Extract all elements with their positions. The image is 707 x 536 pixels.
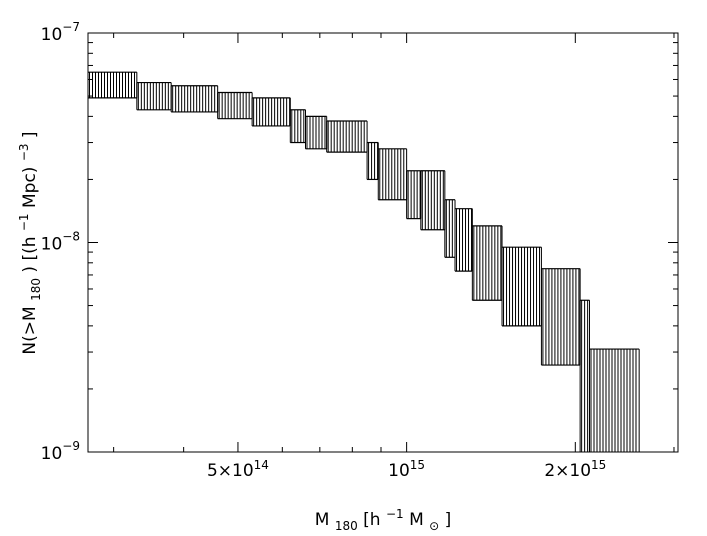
x-axis-label-rest2: M [409,510,424,530]
step-11 [420,170,446,231]
y-tick-label: 10−8 [41,230,80,255]
y-axis-label-a: N(>M [20,306,40,354]
x-axis-label-main: M [315,510,330,530]
y-tick-label-exp: −9 [62,439,80,453]
step-8 [366,141,379,181]
y-axis-label-d: ] [20,131,40,138]
step-5 [289,109,307,144]
y-tick-label-base: 10 [41,235,63,255]
step-2 [170,85,219,113]
step-3 [217,91,253,120]
y-axis-label-b-sup: −1 [17,213,31,231]
y-tick-label: 10−7 [41,20,80,45]
step-17 [579,299,590,452]
step-4 [251,97,291,127]
step-1 [136,81,172,111]
x-tick-label-base: 10 [388,461,410,481]
step-7 [326,120,368,153]
y-axis-label: N(>M 180 ) [(h −1 Mpc) −3 ] [13,131,45,354]
y-tick-label-exp: −7 [62,20,80,34]
y-tick-label-base: 10 [41,444,63,464]
x-tick-label: 2×1015 [544,458,606,481]
x-axis-label: M 180 [h −1 M ⊙ ] [315,503,452,535]
x-axis-label-sup: −1 [386,507,404,521]
x-tick-label-exp: 15 [591,458,606,472]
y-tick-label-exp: −8 [62,230,80,244]
y-tick-label-base: 10 [41,25,63,45]
step-18 [588,348,640,452]
step-13 [454,208,473,272]
step-15 [501,246,542,327]
x-tick-label-exp: 14 [254,458,269,472]
y-tick-label: 10−9 [41,439,80,464]
step-0 [87,71,138,99]
step-9 [377,148,408,201]
x-axis-label-rest1: [h [363,510,380,530]
step-12 [444,199,456,258]
x-axis-label-rest3: ] [445,510,452,530]
x-tick-label-base: 5×10 [207,461,254,481]
y-axis-label-a-sub: 180 [29,278,43,301]
y-axis-label-c-sup: −3 [17,143,31,161]
x-tick-label-exp: 15 [410,458,425,472]
x-axis-label-sun-symbol: ⊙ [429,519,439,533]
x-tick-label: 5×1014 [207,458,269,481]
x-axis-label-sub: 180 [335,519,358,533]
y-axis-label-c: Mpc) [20,167,40,208]
y-axis-label-b: ) [(h [20,237,40,273]
step-16 [540,268,581,366]
error-bar-band [87,71,640,452]
x-tick-label: 1015 [388,458,425,481]
step-6 [305,115,328,150]
x-tick-label-base: 2×10 [544,461,591,481]
axis-ticks [88,32,678,453]
step-10 [406,170,422,220]
step-14 [471,225,503,301]
